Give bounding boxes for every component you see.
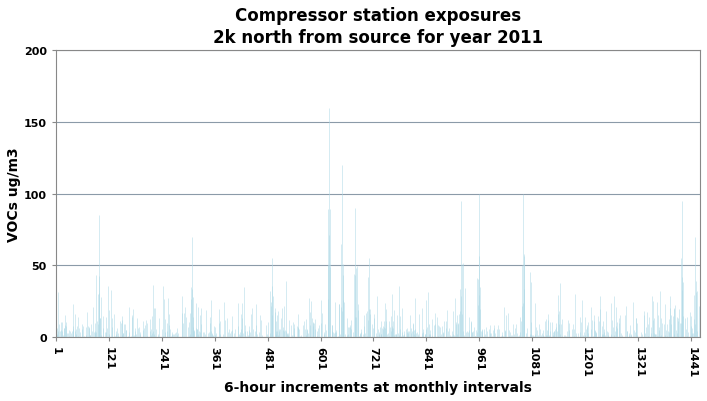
Title: Compressor station exposures
2k north from source for year 2011: Compressor station exposures 2k north fr… xyxy=(213,7,543,47)
Y-axis label: VOCs ug/m3: VOCs ug/m3 xyxy=(7,147,21,241)
X-axis label: 6-hour increments at monthly intervals: 6-hour increments at monthly intervals xyxy=(224,380,532,394)
